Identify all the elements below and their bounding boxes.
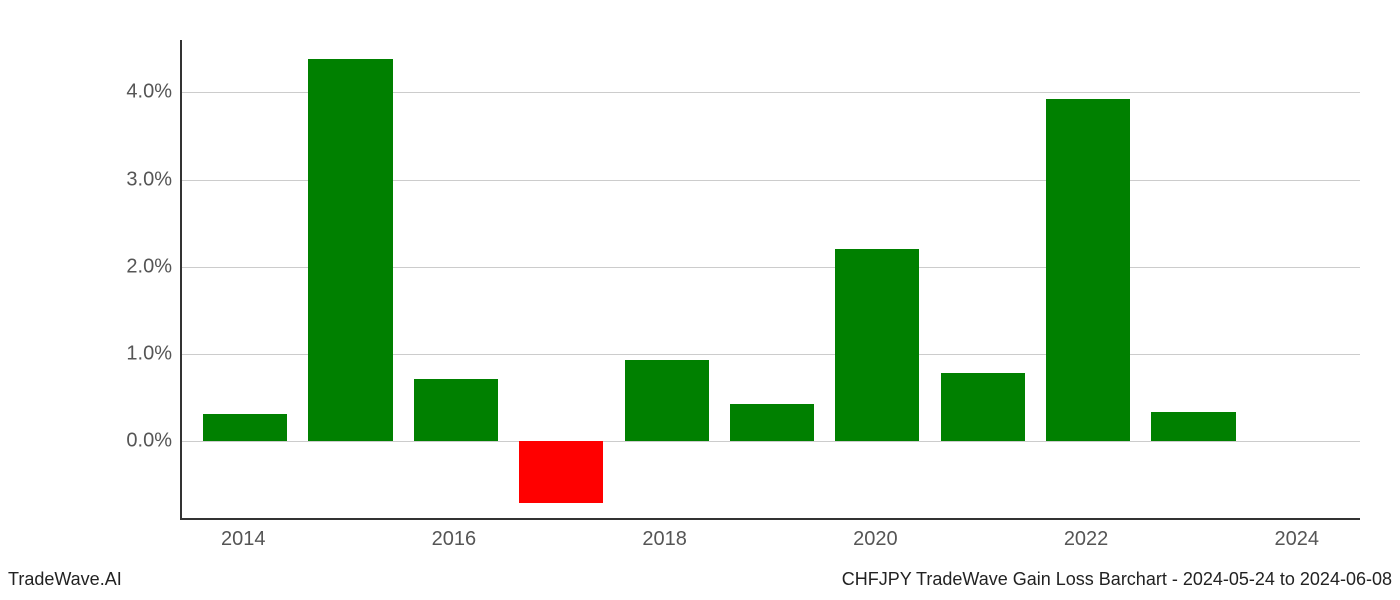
grid-line (182, 441, 1360, 442)
x-axis-tick-label: 2018 (642, 528, 687, 551)
bar-2020 (835, 249, 919, 441)
bar-2018 (625, 360, 709, 441)
bar-2022 (1046, 99, 1130, 441)
y-axis-tick-label: 2.0% (112, 255, 172, 278)
bar-2016 (414, 379, 498, 442)
bar-2014 (203, 414, 287, 442)
x-axis-tick-label: 2024 (1275, 528, 1320, 551)
x-axis-tick-label: 2016 (432, 528, 477, 551)
footer-right-text: CHFJPY TradeWave Gain Loss Barchart - 20… (842, 569, 1392, 590)
y-axis-tick-label: 0.0% (112, 430, 172, 453)
plot-area (182, 40, 1360, 518)
y-axis-tick-label: 4.0% (112, 81, 172, 104)
bar-2023 (1151, 412, 1235, 442)
bar-2017 (519, 441, 603, 502)
bar-2019 (730, 404, 814, 442)
bar-2021 (941, 373, 1025, 441)
y-axis-tick-label: 3.0% (112, 168, 172, 191)
bar-2015 (308, 59, 392, 441)
x-axis-tick-label: 2014 (221, 528, 266, 551)
chart-frame (180, 40, 1360, 520)
x-axis-tick-label: 2020 (853, 528, 898, 551)
x-axis-tick-label: 2022 (1064, 528, 1109, 551)
footer-left-text: TradeWave.AI (8, 569, 122, 590)
y-axis-tick-label: 1.0% (112, 343, 172, 366)
